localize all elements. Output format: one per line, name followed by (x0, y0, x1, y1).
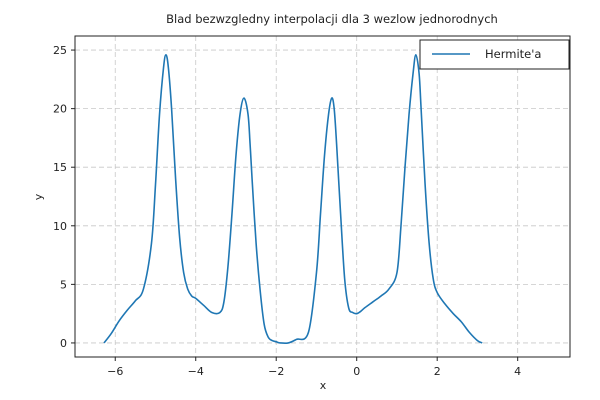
x-axis-label: x (320, 379, 327, 392)
legend-label-hermite: Hermite'a (485, 47, 541, 61)
plot-frame (74, 35, 571, 358)
x-tick-label: −2 (268, 365, 284, 378)
legend: Hermite'a (419, 39, 570, 70)
y-tick-label: 15 (53, 161, 67, 174)
chart-title: Blad bezwzgledny interpolacji dla 3 wezl… (166, 12, 498, 26)
x-tick-label: 0 (353, 365, 360, 378)
x-tick-label: −6 (107, 365, 123, 378)
y-tick-label: 5 (60, 278, 67, 291)
series-layer (103, 53, 483, 345)
x-tick-label: 4 (514, 365, 521, 378)
x-tick-label: −4 (188, 365, 204, 378)
y-tick-label: 10 (53, 220, 67, 233)
y-tick-label: 25 (53, 44, 67, 57)
x-tick-label: 2 (434, 365, 441, 378)
y-axis-label: y (32, 193, 45, 200)
grid (75, 36, 570, 357)
series-line-0 (103, 53, 483, 345)
axis-ticks: −6 −4 −2 0 2 4 0 5 10 15 20 25 (53, 44, 521, 378)
y-tick-label: 20 (53, 103, 67, 116)
y-tick-label: 0 (60, 337, 67, 350)
